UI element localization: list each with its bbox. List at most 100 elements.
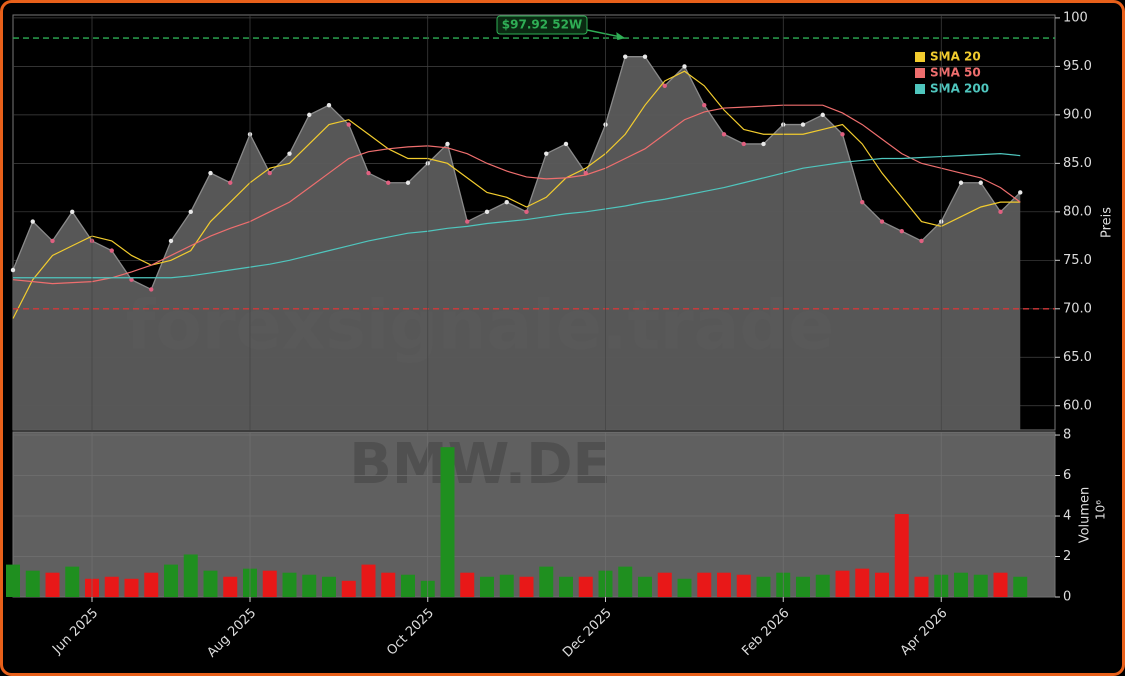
volume-bar (322, 576, 336, 597)
price-point (702, 102, 707, 108)
annotation-label: $97.92 52W (502, 18, 582, 32)
volume-bar (282, 572, 297, 597)
price-point (30, 219, 35, 224)
y-tick-label: 90.0 (1063, 107, 1092, 122)
y-tick-label: 85.0 (1063, 156, 1092, 171)
price-point (484, 209, 490, 215)
volume-bar (539, 566, 554, 597)
y-axis-label: Volumen (1078, 487, 1093, 544)
legend-swatch (915, 84, 925, 94)
price-point (346, 122, 351, 127)
price-point (978, 180, 983, 185)
volume-bar (736, 574, 751, 597)
price-point (326, 102, 332, 108)
y-tick-label: 70.0 (1063, 301, 1092, 316)
price-point (405, 180, 411, 185)
y-tick-label: 0 (1063, 590, 1071, 605)
price-point (10, 267, 16, 273)
sma-line (12, 70, 1021, 319)
y-tick-label: 6 (1063, 468, 1071, 483)
price-point (860, 199, 865, 205)
volume-bar (894, 513, 909, 597)
volume-bar (104, 576, 119, 597)
price-point (879, 219, 885, 224)
price-point (820, 112, 825, 118)
price-point (958, 180, 964, 185)
price-point (287, 151, 292, 156)
y-tick-label: 2 (1063, 549, 1071, 564)
legend-label: SMA 200 (930, 82, 989, 96)
volume-bar (480, 576, 494, 597)
volume-bar (144, 572, 159, 597)
price-point (504, 199, 509, 205)
price-point (563, 141, 569, 147)
volume-bar (835, 570, 850, 597)
volume-bar (65, 566, 80, 597)
y-tick-label: 8 (1063, 428, 1071, 443)
price-point (642, 54, 648, 59)
volume-bar (6, 564, 20, 597)
volume-bar (401, 574, 415, 597)
sma-line (12, 104, 1021, 285)
price-point (228, 180, 233, 185)
price-point (129, 277, 134, 282)
price-area (13, 56, 1021, 431)
price-point (70, 209, 75, 215)
volume-bar (203, 570, 218, 597)
volume-bar (183, 554, 198, 597)
price-point (919, 238, 924, 244)
price-point (445, 141, 450, 147)
scale-label: 10⁶ (1094, 500, 1108, 520)
y-tick-label: 95.0 (1063, 59, 1092, 74)
volume-bar (973, 574, 988, 597)
volume-bar (796, 576, 810, 597)
y-tick-label: 65.0 (1063, 350, 1092, 365)
volume-bar (815, 574, 830, 597)
price-point (682, 64, 687, 69)
price-point (168, 238, 174, 244)
volume-bar (45, 572, 60, 597)
price-point (899, 229, 904, 234)
volume-bar (855, 568, 870, 597)
legend-label: SMA 50 (930, 66, 981, 80)
price-point (386, 180, 391, 185)
price-point (267, 170, 272, 176)
price-point (149, 287, 154, 292)
y-tick-label: 80.0 (1063, 204, 1092, 219)
volume-bar (25, 570, 40, 597)
volume-bar (993, 572, 1008, 597)
volume-bar (638, 576, 652, 597)
volume-bar (657, 572, 672, 597)
watermark: BMW.DE (349, 432, 611, 497)
legend-swatch (915, 52, 925, 62)
price-point (840, 132, 845, 137)
price-point (1018, 190, 1023, 195)
price-point (662, 83, 667, 88)
price-point (721, 132, 727, 137)
price-line (12, 56, 1021, 291)
volume-bar (124, 578, 139, 597)
price-point (208, 170, 213, 176)
price-point (800, 122, 806, 127)
volume-bar (223, 576, 238, 597)
price-point (544, 151, 549, 156)
price-point (998, 209, 1003, 215)
volume-bar (341, 580, 356, 597)
annotation-arrowhead (616, 32, 626, 41)
y-tick-label: 75.0 (1063, 253, 1092, 268)
price-point (761, 141, 766, 147)
price-point (307, 112, 312, 118)
y-axis-label: Preis (1100, 207, 1115, 238)
price-point (524, 209, 529, 215)
volume-bar (302, 574, 317, 597)
legend-label: SMA 20 (930, 50, 981, 64)
sma-line (13, 153, 1021, 279)
volume-bar (954, 572, 968, 597)
annotation-box (496, 15, 588, 35)
price-point (188, 209, 193, 215)
volume-bar (440, 447, 455, 597)
legend-swatch (915, 68, 925, 78)
price-point (366, 170, 371, 176)
volume-bar (756, 576, 771, 597)
y-tick-label: 100 (1063, 10, 1088, 25)
